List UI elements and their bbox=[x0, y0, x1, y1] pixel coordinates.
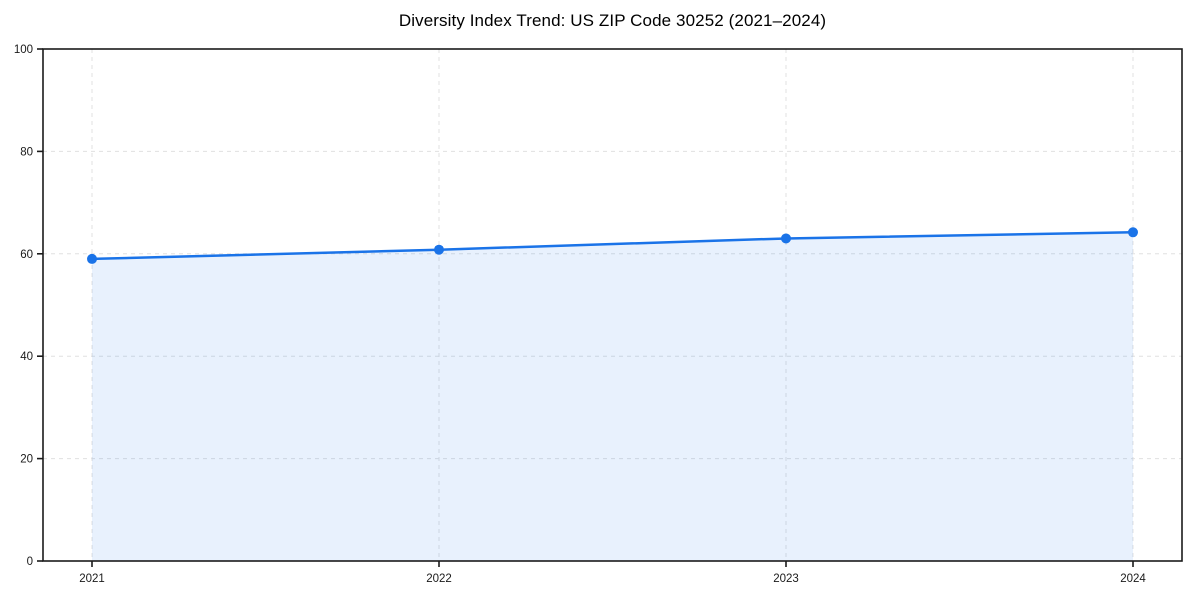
trend-line bbox=[90, 231, 1135, 261]
x-tick-label: 2022 bbox=[426, 573, 452, 585]
x-tick-label: 2021 bbox=[79, 573, 105, 585]
data-point bbox=[87, 253, 97, 264]
x-tick-label: 2024 bbox=[1120, 573, 1146, 585]
axis-spines bbox=[42, 48, 1183, 562]
y-tick-label: 0 bbox=[27, 556, 33, 568]
area-fill bbox=[92, 232, 1133, 561]
y-tick-label: 100 bbox=[14, 44, 33, 56]
y-tick-label: 60 bbox=[20, 249, 33, 261]
x-tick-label: 2023 bbox=[773, 573, 799, 585]
chart-title: Diversity Index Trend: US ZIP Code 30252… bbox=[398, 11, 827, 30]
y-tick-label: 80 bbox=[20, 146, 33, 158]
y-tick-label: 20 bbox=[20, 454, 33, 466]
data-point bbox=[1128, 227, 1138, 238]
data-point bbox=[434, 244, 444, 255]
y-tick-label: 40 bbox=[20, 351, 33, 363]
data-point bbox=[781, 233, 791, 244]
